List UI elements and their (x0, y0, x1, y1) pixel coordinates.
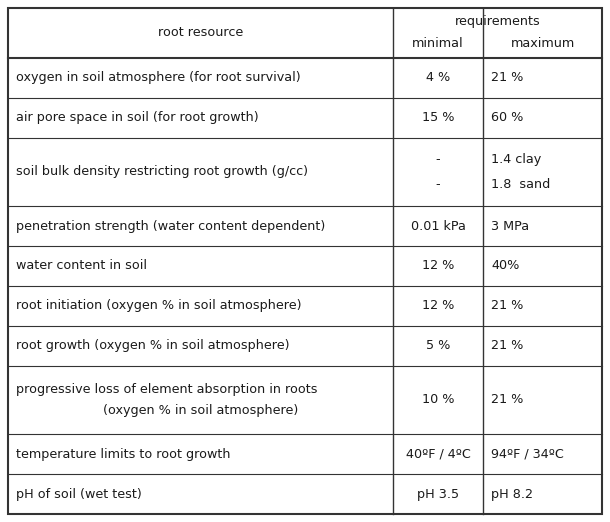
Text: 60 %: 60 % (491, 111, 523, 124)
Text: 1.8  sand: 1.8 sand (491, 177, 550, 191)
Text: 40ºF / 4ºC: 40ºF / 4ºC (406, 448, 470, 461)
Text: 3 MPa: 3 MPa (491, 220, 529, 233)
Text: 21 %: 21 % (491, 299, 523, 312)
Text: 40%: 40% (491, 259, 520, 272)
Text: root growth (oxygen % in soil atmosphere): root growth (oxygen % in soil atmosphere… (16, 339, 290, 352)
Text: (oxygen % in soil atmosphere): (oxygen % in soil atmosphere) (103, 404, 298, 417)
Text: maximum: maximum (511, 38, 575, 51)
Text: 21 %: 21 % (491, 394, 523, 407)
Text: -: - (436, 153, 440, 166)
Text: 4 %: 4 % (426, 72, 450, 84)
Text: water content in soil: water content in soil (16, 259, 147, 272)
Text: root initiation (oxygen % in soil atmosphere): root initiation (oxygen % in soil atmosp… (16, 299, 301, 312)
Text: pH of soil (wet test): pH of soil (wet test) (16, 488, 142, 501)
Text: air pore space in soil (for root growth): air pore space in soil (for root growth) (16, 111, 259, 124)
Text: oxygen in soil atmosphere (for root survival): oxygen in soil atmosphere (for root surv… (16, 72, 301, 84)
Text: pH 3.5: pH 3.5 (417, 488, 459, 501)
Text: soil bulk density restricting root growth (g/cc): soil bulk density restricting root growt… (16, 165, 308, 179)
Text: -: - (436, 177, 440, 191)
Text: penetration strength (water content dependent): penetration strength (water content depe… (16, 220, 325, 233)
Text: 21 %: 21 % (491, 339, 523, 352)
Text: pH 8.2: pH 8.2 (491, 488, 533, 501)
Text: 1.4 clay: 1.4 clay (491, 153, 542, 166)
Text: minimal: minimal (412, 38, 464, 51)
Text: 12 %: 12 % (422, 259, 454, 272)
Text: 94ºF / 34ºC: 94ºF / 34ºC (491, 448, 564, 461)
Text: temperature limits to root growth: temperature limits to root growth (16, 448, 231, 461)
Text: 15 %: 15 % (422, 111, 454, 124)
Text: 0.01 kPa: 0.01 kPa (411, 220, 465, 233)
Text: 5 %: 5 % (426, 339, 450, 352)
Text: 10 %: 10 % (422, 394, 454, 407)
Text: progressive loss of element absorption in roots: progressive loss of element absorption i… (16, 383, 317, 396)
Text: root resource: root resource (158, 27, 243, 40)
Text: 21 %: 21 % (491, 72, 523, 84)
Text: requirements: requirements (454, 16, 540, 29)
Text: 12 %: 12 % (422, 299, 454, 312)
